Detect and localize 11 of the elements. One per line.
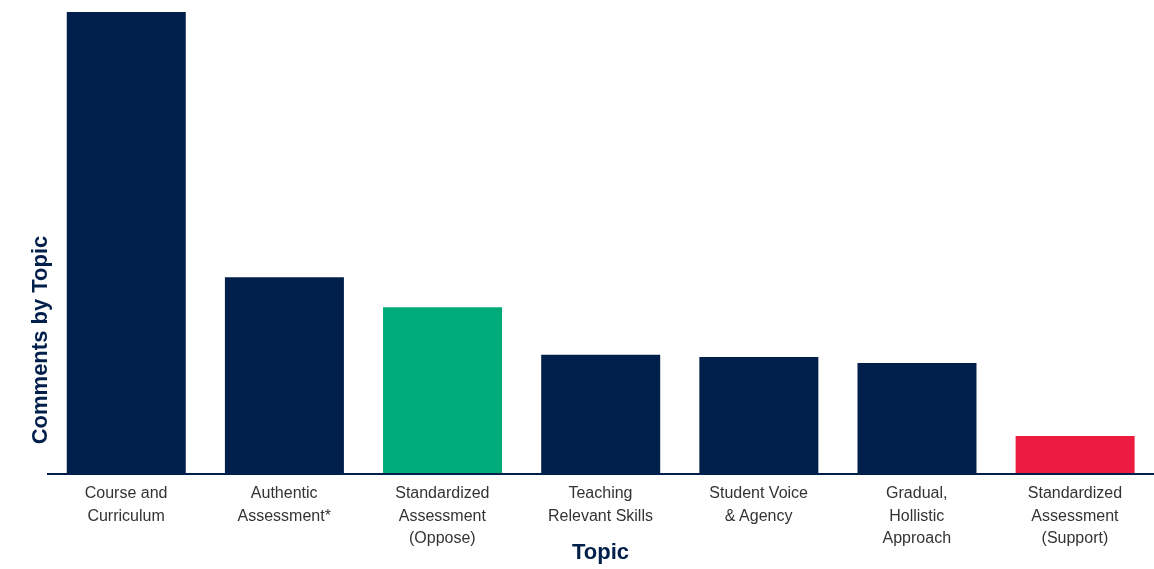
- bar: [383, 307, 503, 474]
- x-axis-title: Topic: [571, 539, 630, 564]
- y-axis-title: Comments by Topic: [27, 235, 53, 445]
- x-tick-label: Authentic Assessment*: [237, 484, 331, 524]
- x-tick-label: Standardized Assessment (Support): [1027, 484, 1123, 546]
- x-tick-label: Student Voice & Agency: [709, 484, 809, 524]
- bar: [1015, 436, 1135, 474]
- x-tick-label: Standardized Assessment (Oppose): [395, 484, 490, 546]
- x-tick-label: Course and Curriculum: [84, 484, 168, 524]
- x-tick-label: Gradual, Hollistic Approach: [882, 484, 952, 546]
- x-tick-label: Teaching Relevant Skills: [548, 484, 653, 524]
